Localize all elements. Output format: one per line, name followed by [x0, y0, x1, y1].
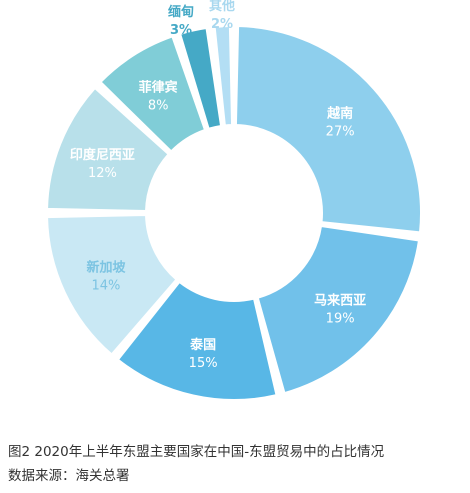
slice-label-4: 印度尼西亚 [70, 147, 135, 163]
slice-percent-6: 3% [170, 23, 192, 38]
slice-5 [99, 35, 207, 153]
donut-chart: 越南 27% 马来西亚 19% 泰国 15% 新加坡 14% 印度尼西亚 12% 菲律宾 8% 缅甸 3%… [46, 0, 422, 401]
slice-3 [46, 213, 178, 356]
slice-0 [234, 25, 422, 234]
slice-percent-2: 15% [189, 356, 218, 371]
slice-percent-4: 12% [88, 166, 117, 181]
slice-4 [46, 86, 170, 213]
slice-2 [116, 280, 278, 401]
slice-percent-3: 14% [92, 278, 121, 293]
slice-1 [256, 224, 421, 395]
slice-label-7: 其他 [209, 0, 235, 14]
slice-percent-1: 19% [326, 312, 355, 327]
slice-6 [178, 26, 223, 130]
slice-percent-7: 2% [211, 17, 233, 32]
slice-label-6: 缅甸 [168, 4, 194, 20]
slice-label-1: 马来西亚 [314, 293, 366, 309]
slice-label-2: 泰国 [189, 337, 216, 353]
data-source-note: 数据来源：海关总署 [8, 468, 130, 484]
slice-percent-5: 8% [148, 99, 169, 114]
figure-caption: 图2 2020年上半年东盟主要国家在中国-东盟贸易中的占比情况 [8, 444, 385, 460]
slice-percent-0: 27% [326, 124, 355, 139]
slice-label-5: 菲律宾 [139, 80, 178, 96]
slice-label-0: 越南 [326, 105, 353, 121]
slice-label-3: 新加坡 [86, 259, 126, 275]
slice-7 [213, 25, 234, 127]
